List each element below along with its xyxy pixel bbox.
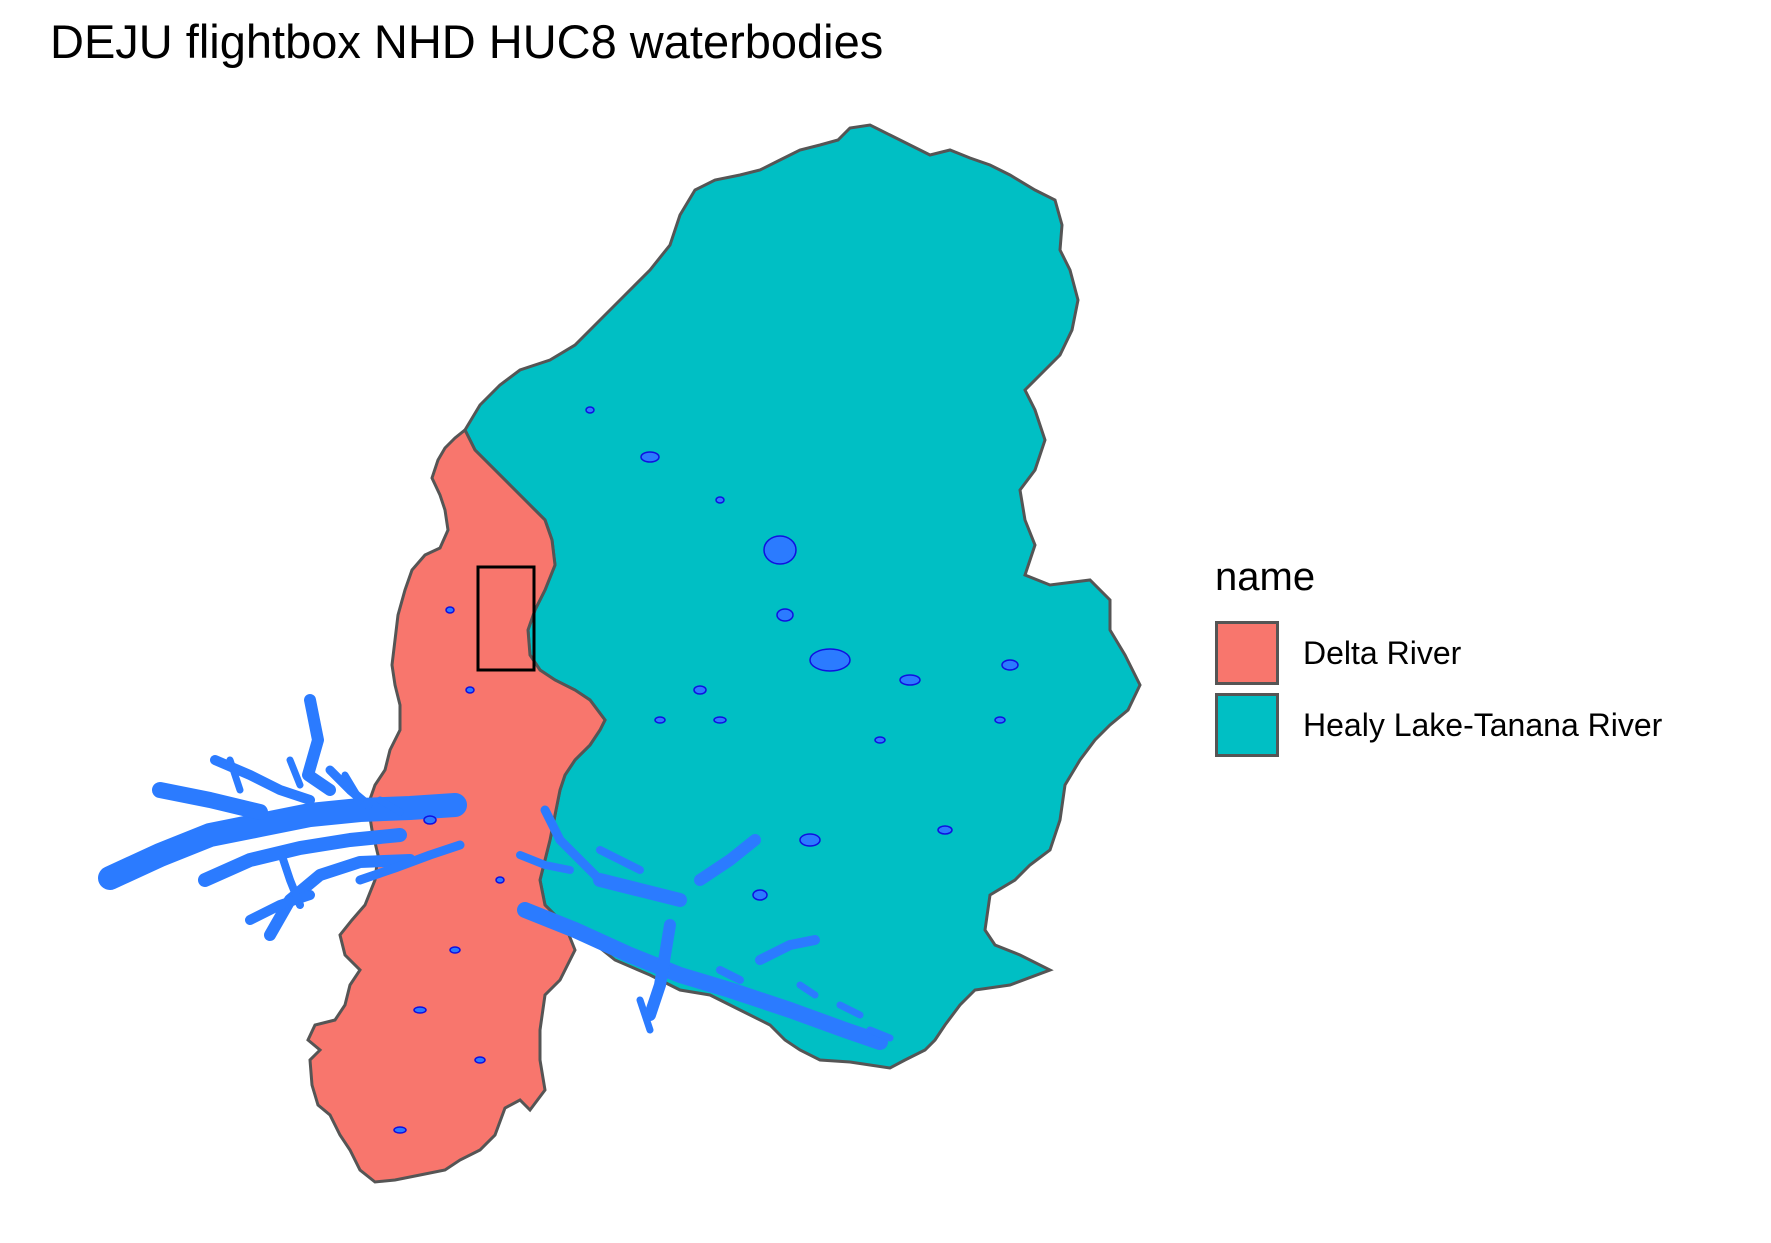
legend-item-delta-river: Delta River bbox=[1215, 617, 1662, 689]
legend-swatch-healy-lake-tanana-river bbox=[1215, 693, 1279, 757]
lakes-and-ponds bbox=[393, 406, 1019, 1134]
map-title: DEJU flightbox NHD HUC8 waterbodies bbox=[50, 15, 884, 68]
legend-title: name bbox=[1215, 555, 1316, 599]
legend-label-delta-river: Delta River bbox=[1303, 634, 1462, 671]
legend: name Delta River Healy Lake-Tanana River bbox=[1215, 555, 1662, 761]
glacier-system-west bbox=[98, 694, 467, 941]
legend-item-healy-lake-tanana-river: Healy Lake-Tanana River bbox=[1215, 689, 1662, 761]
legend-label-healy-lake-tanana-river: Healy Lake-Tanana River bbox=[1303, 706, 1663, 743]
flightbox-rectangle bbox=[476, 565, 536, 672]
legend-swatch-delta-river bbox=[1215, 621, 1279, 685]
glacier-system-southeast bbox=[516, 805, 894, 1050]
